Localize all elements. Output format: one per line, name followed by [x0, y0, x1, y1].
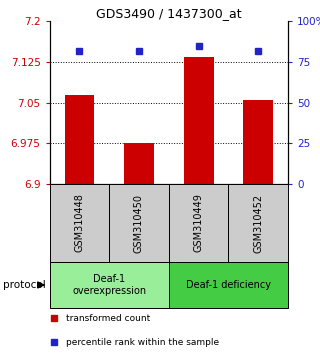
Text: GSM310450: GSM310450 [134, 194, 144, 252]
Bar [169, 184, 228, 262]
Bar [169, 262, 288, 308]
Bar [50, 184, 109, 262]
Bar [228, 184, 288, 262]
Text: Deaf-1
overexpression: Deaf-1 overexpression [72, 274, 146, 296]
Bar [184, 57, 213, 184]
Text: GSM310452: GSM310452 [253, 193, 263, 253]
Title: GDS3490 / 1437300_at: GDS3490 / 1437300_at [96, 7, 242, 20]
Text: GSM310448: GSM310448 [75, 194, 84, 252]
Bar [243, 100, 273, 184]
Bar [50, 262, 169, 308]
Bar [65, 95, 94, 184]
Bar [124, 143, 154, 184]
Text: percentile rank within the sample: percentile rank within the sample [66, 337, 220, 347]
Text: transformed count: transformed count [66, 314, 150, 322]
Text: GSM310449: GSM310449 [194, 194, 204, 252]
Text: protocol: protocol [3, 280, 46, 290]
Bar [109, 184, 169, 262]
Text: Deaf-1 deficiency: Deaf-1 deficiency [186, 280, 271, 290]
